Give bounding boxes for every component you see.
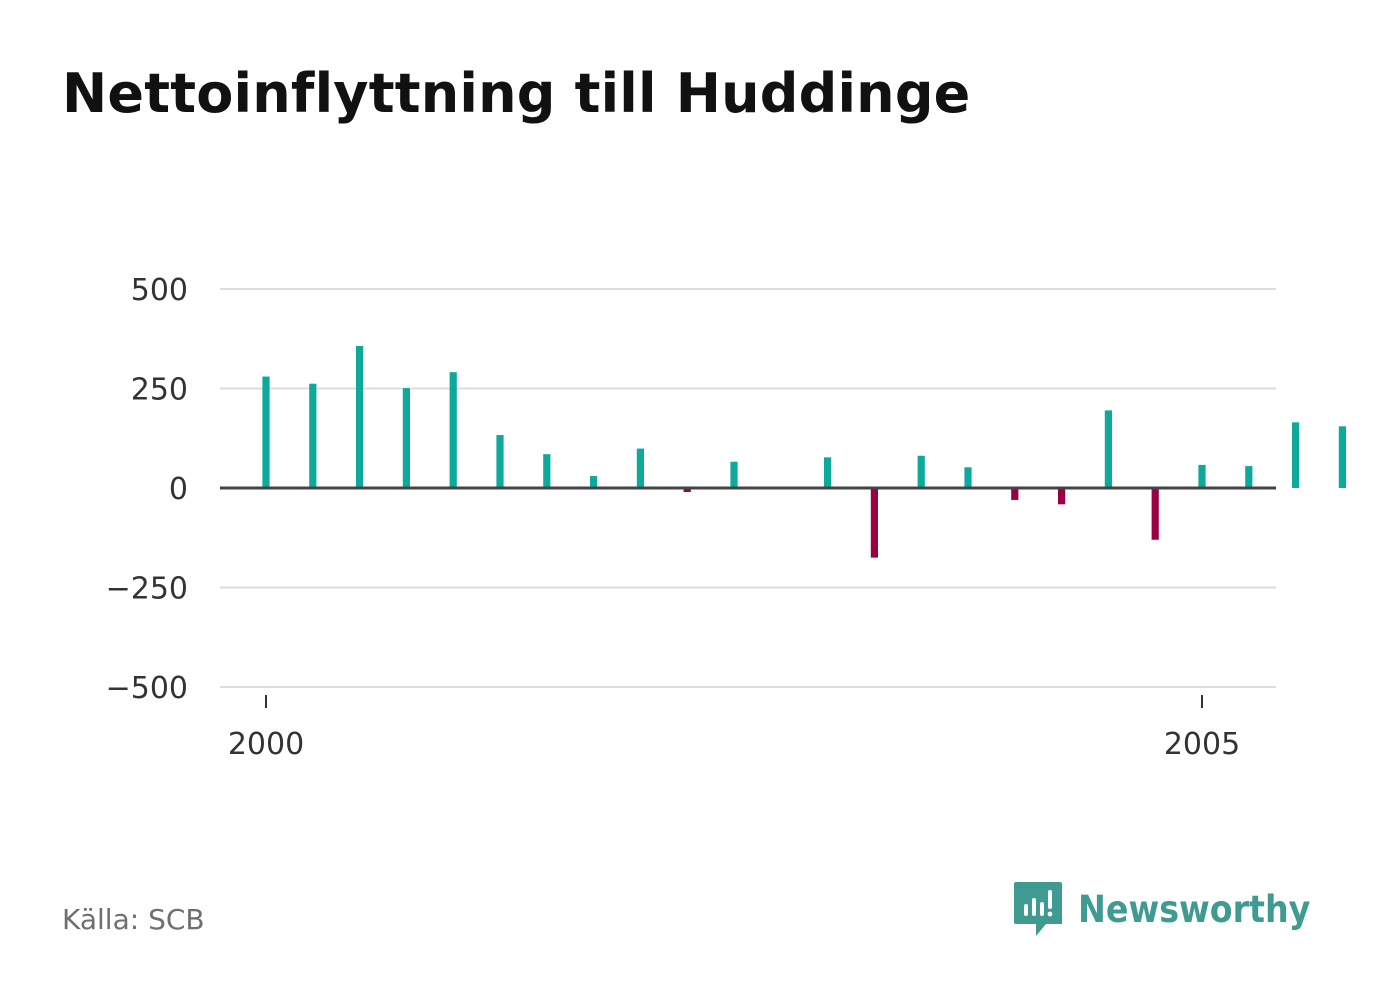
bar — [262, 376, 270, 488]
gridlines — [220, 288, 1276, 688]
bar — [590, 476, 598, 488]
x-tick-label: 2005 — [1164, 727, 1240, 762]
bars — [262, 345, 1346, 558]
bar — [636, 448, 644, 488]
bar — [402, 388, 410, 488]
bar — [730, 461, 738, 488]
x-axis: 200020052010201520202025 — [228, 695, 1240, 762]
bar — [824, 457, 832, 488]
bar — [1151, 488, 1159, 540]
bar — [683, 488, 691, 492]
source-note: Källa: SCB — [62, 903, 205, 936]
x-tick-label: 2000 — [228, 727, 304, 762]
bar — [1292, 422, 1300, 488]
newsworthy-logo[interactable]: Newsworthy — [1012, 880, 1310, 938]
y-tick-label: 500 — [131, 273, 188, 308]
bar — [543, 454, 551, 488]
bar — [1245, 466, 1253, 488]
bar — [356, 345, 364, 488]
y-tick-label: −500 — [106, 671, 188, 706]
y-axis: 500 250 0 −250 −500 — [106, 273, 188, 706]
bar — [917, 455, 925, 488]
bar — [449, 372, 457, 488]
bar — [964, 467, 972, 488]
brand-name: Newsworthy — [1078, 887, 1311, 931]
bar — [1338, 426, 1346, 488]
bar — [1011, 488, 1019, 500]
bar — [1104, 410, 1112, 488]
bar — [870, 488, 878, 558]
chart-title: Nettoinflyttning till Huddinge — [62, 62, 971, 125]
bar — [1198, 464, 1206, 488]
newsworthy-icon — [1014, 882, 1062, 936]
y-tick-label: −250 — [106, 572, 188, 607]
y-tick-label: 0 — [169, 472, 188, 507]
bar — [309, 383, 317, 488]
bar — [496, 435, 504, 488]
y-tick-label: 250 — [131, 373, 188, 408]
bar — [1058, 488, 1066, 505]
